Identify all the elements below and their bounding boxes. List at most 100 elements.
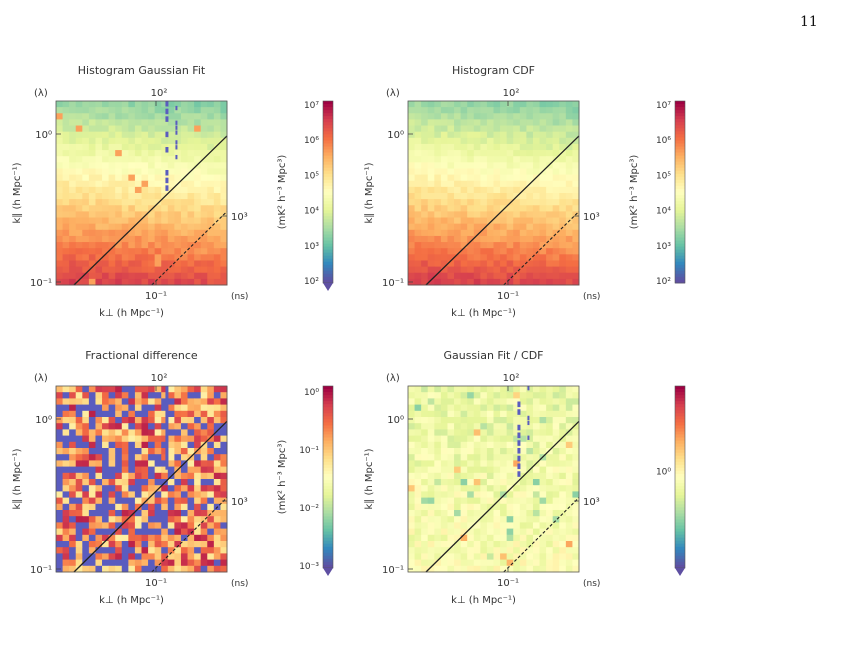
heatmap-cell — [88, 137, 96, 145]
heatmap-cell — [532, 485, 541, 492]
heatmap-cell — [552, 559, 560, 567]
heatmap-cell — [454, 398, 462, 406]
heatmap-cell — [460, 272, 468, 280]
heatmap-cell — [102, 174, 110, 182]
heatmap-cell — [56, 205, 64, 212]
colorbar-swatch — [323, 455, 333, 460]
heatmap-cell — [141, 217, 149, 225]
heatmap-cell — [75, 131, 83, 139]
heatmap-cell — [493, 534, 501, 542]
masked-cell — [517, 432, 521, 439]
heatmap-cell — [102, 448, 110, 455]
heatmap-cell — [513, 162, 521, 169]
heatmap-cell — [506, 235, 514, 243]
heatmap-cell — [546, 491, 554, 499]
heatmap-cell — [447, 229, 455, 237]
heatmap-cell — [174, 553, 182, 561]
heatmap-cell — [220, 180, 228, 188]
heatmap-cell — [82, 254, 90, 261]
heatmap-cell — [460, 541, 468, 548]
heatmap-cell — [539, 448, 547, 455]
heatmap-cell — [500, 229, 508, 237]
heatmap-cell — [460, 254, 468, 261]
heatmap-cell — [75, 386, 83, 393]
heatmap-cell — [467, 534, 475, 542]
heatmap-cell — [213, 272, 221, 280]
heatmap-cell — [559, 180, 567, 188]
heatmap-cell — [180, 410, 189, 418]
heatmap-cell — [207, 254, 215, 261]
heatmap-cell — [539, 423, 547, 430]
heatmap-cell — [141, 119, 149, 127]
heatmap-cell — [572, 248, 580, 255]
colorbar-swatch — [675, 101, 685, 105]
colorbar-swatch — [675, 107, 685, 111]
heatmap-cell — [134, 410, 142, 418]
heatmap-cell — [552, 497, 560, 505]
heatmap-cell — [427, 466, 435, 474]
heatmap-cell — [526, 472, 534, 480]
heatmap-cell — [115, 429, 123, 437]
heatmap-cell — [460, 454, 468, 461]
heatmap-cell — [69, 541, 77, 548]
heatmap-cell — [187, 199, 195, 206]
heatmap-cell — [552, 131, 560, 139]
heatmap-cell — [180, 137, 189, 145]
heatmap-cell — [506, 193, 514, 200]
colorbar-swatch — [323, 392, 333, 396]
heatmap-cell — [134, 137, 142, 145]
heatmap-cell — [148, 559, 156, 567]
heatmap-cell — [161, 429, 169, 437]
heatmap-cell — [480, 186, 488, 194]
heatmap-cell — [200, 466, 208, 474]
heatmap-cell — [454, 107, 462, 114]
heatmap-cell — [572, 131, 580, 139]
heatmap-cell — [134, 162, 142, 169]
heatmap-cell — [519, 534, 527, 542]
heatmap-cell — [421, 398, 429, 406]
colorbar-swatch — [323, 237, 333, 241]
heatmap-cell — [486, 137, 494, 145]
heatmap-cell — [56, 410, 64, 418]
masked-cell — [165, 101, 169, 107]
heatmap-cell — [154, 168, 162, 176]
heatmap-cell — [519, 131, 527, 139]
heatmap-cell — [167, 454, 175, 461]
heatmap-cell — [539, 137, 547, 145]
heatmap-cell — [480, 392, 488, 399]
heatmap-cell — [486, 528, 494, 536]
colorbar-swatch — [675, 458, 685, 463]
heatmap-cell — [480, 223, 488, 231]
heatmap-cell — [154, 472, 162, 480]
heatmap-cell — [473, 565, 481, 573]
heatmap-cell — [95, 242, 103, 249]
heatmap-cell — [493, 410, 501, 418]
heatmap-cell — [460, 137, 468, 145]
heatmap-cell — [532, 423, 541, 430]
heatmap-cell — [108, 386, 116, 393]
heatmap-cell — [421, 248, 429, 255]
heatmap-cell — [526, 429, 534, 437]
heatmap-cell — [121, 448, 129, 455]
heatmap-cell — [148, 534, 156, 542]
heatmap-cell — [506, 565, 514, 573]
heatmap-cell — [500, 534, 508, 542]
heatmap-cell — [121, 205, 129, 212]
heatmap-cell — [128, 180, 136, 188]
heatmap-cell — [148, 193, 156, 200]
heatmap-cell — [559, 199, 567, 206]
heatmap-cell — [200, 272, 208, 280]
heatmap-cell — [440, 266, 448, 274]
heatmap-cell — [480, 404, 488, 412]
heatmap-cell — [460, 553, 468, 561]
heatmap-cell — [148, 186, 156, 194]
heatmap-cell — [207, 205, 215, 212]
heatmap-cell — [141, 522, 149, 530]
colorbar-swatch — [323, 255, 333, 260]
heatmap-cell — [408, 503, 416, 511]
heatmap-cell — [75, 485, 83, 492]
heatmap-cell — [572, 168, 580, 176]
heatmap-cell — [220, 454, 228, 461]
heatmap-cell — [56, 248, 64, 255]
colorbar-swatch — [323, 440, 333, 445]
